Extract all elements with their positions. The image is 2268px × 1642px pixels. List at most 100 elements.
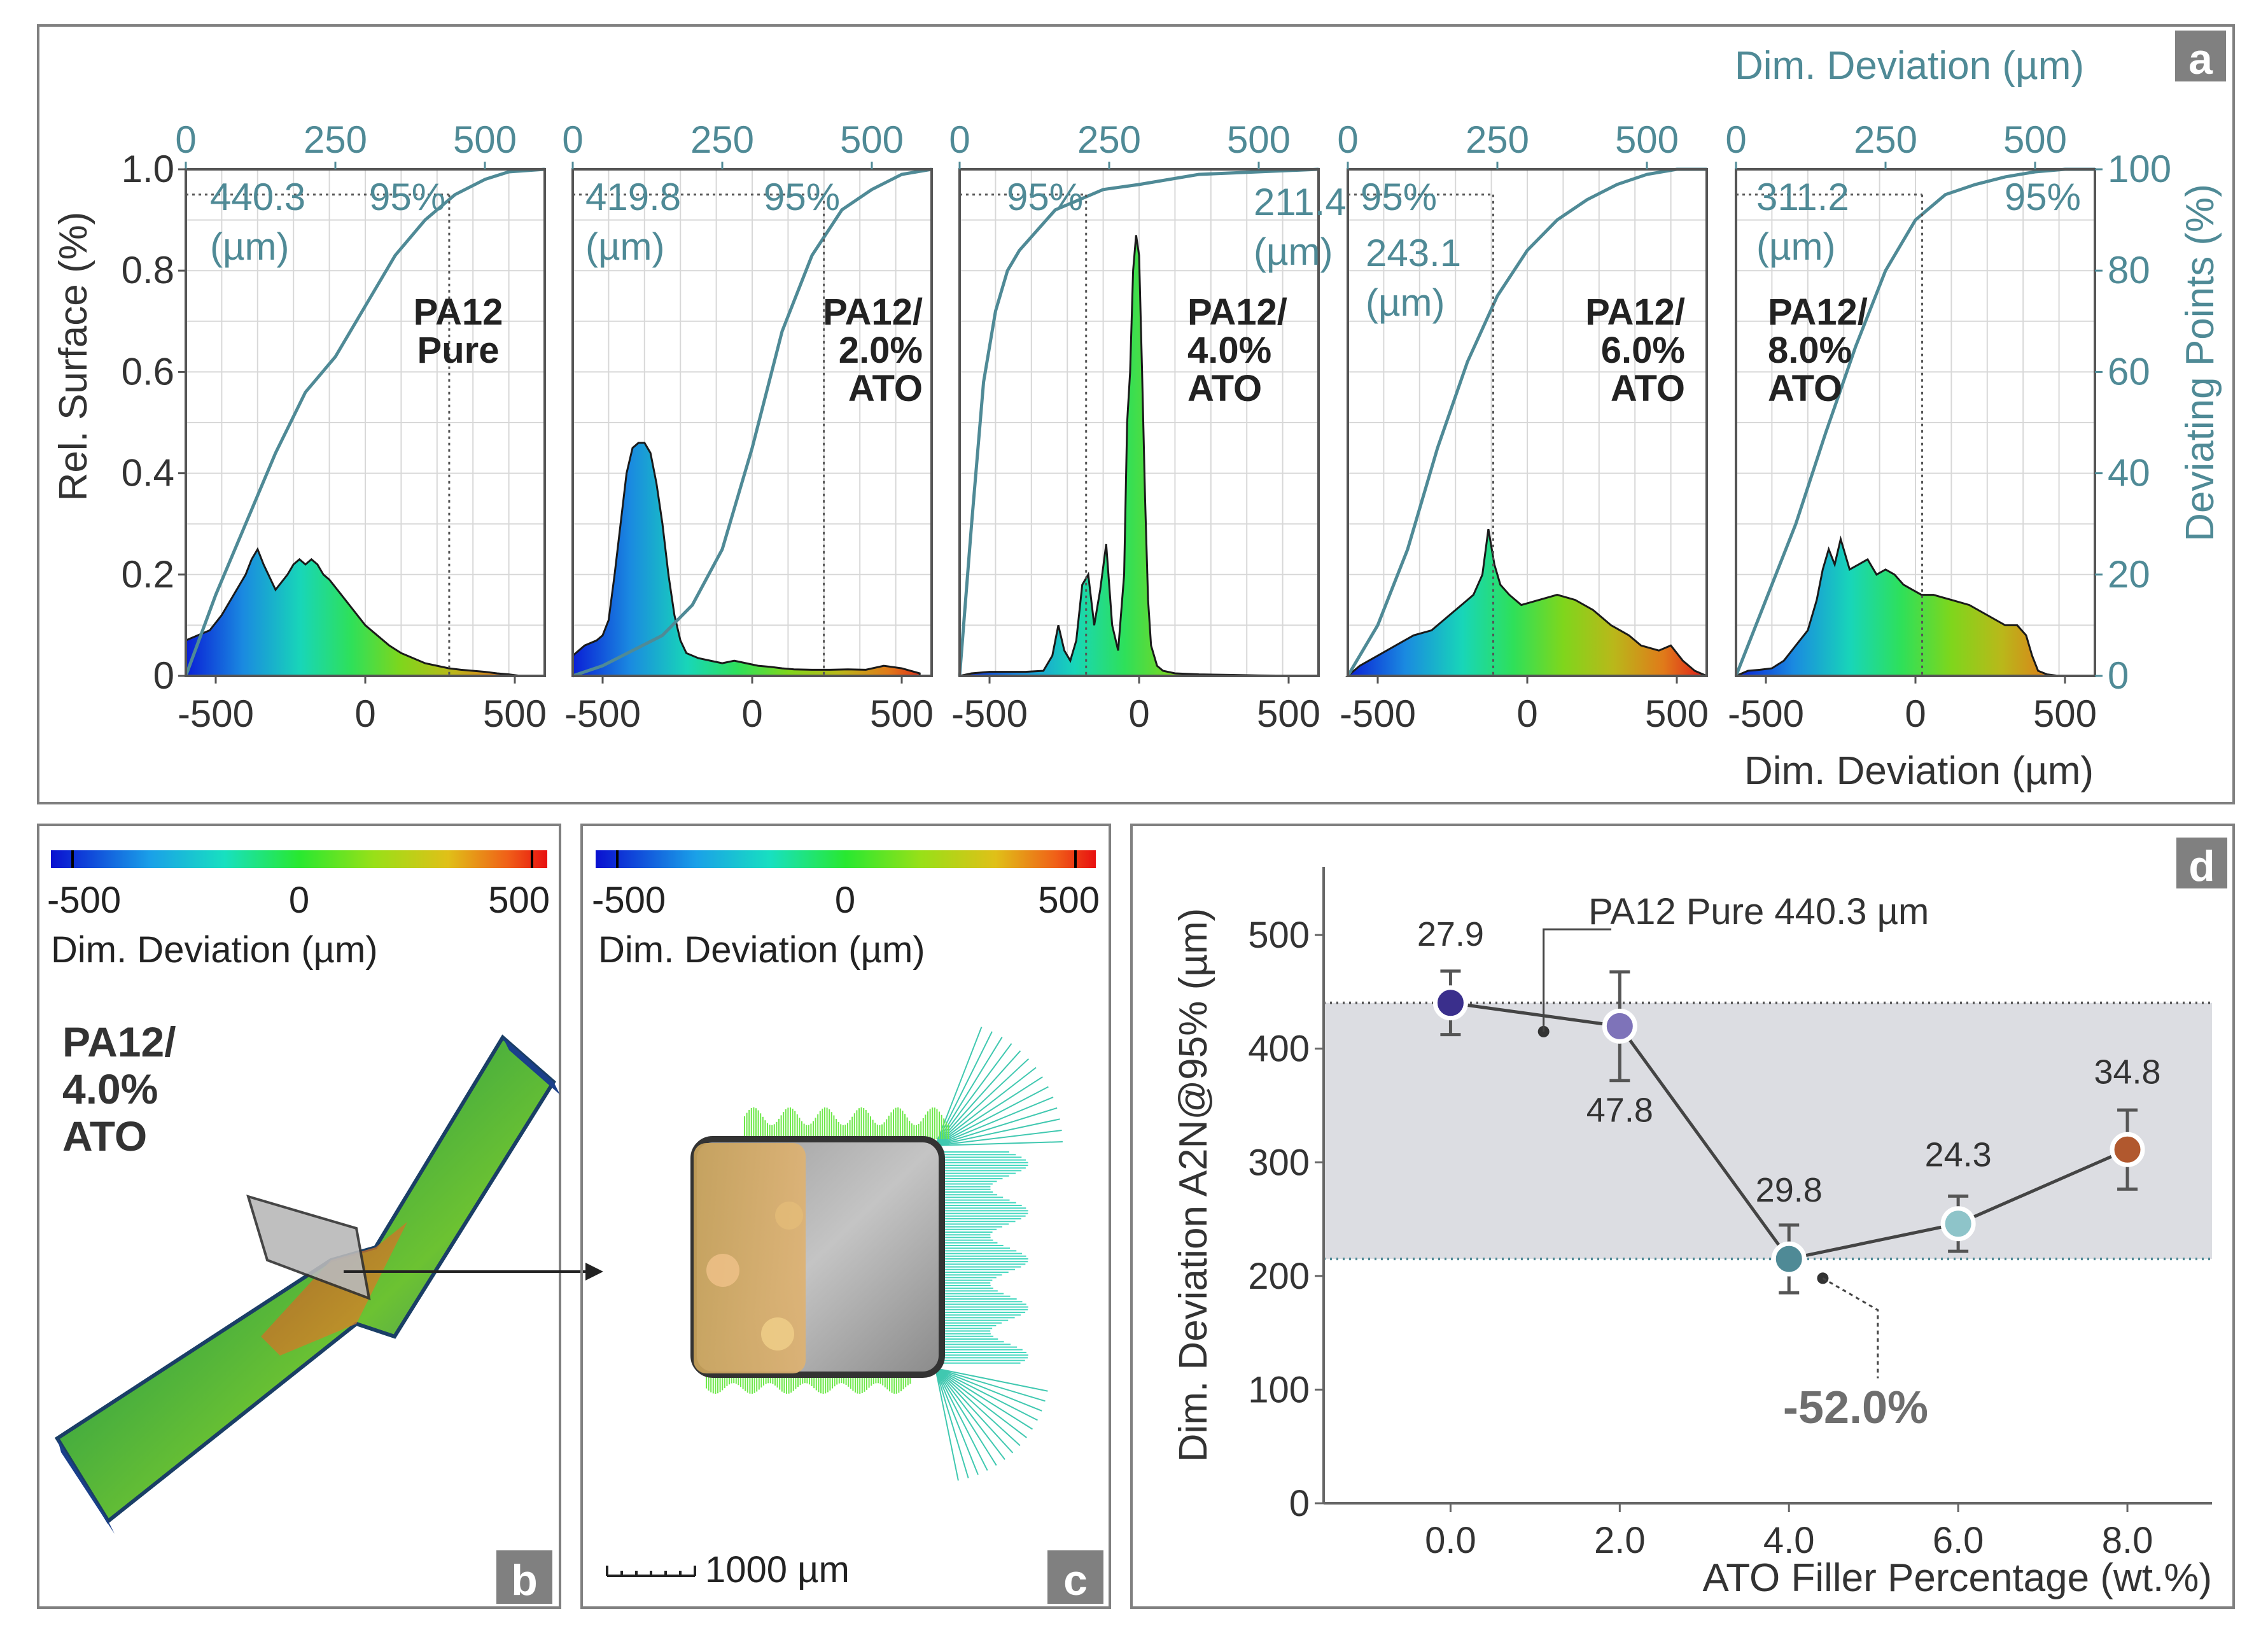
a2n95-unit: (µm) bbox=[585, 225, 665, 268]
panel-b-sample-line2: 4.0% bbox=[62, 1065, 158, 1112]
whisker-line bbox=[935, 1368, 1046, 1402]
whisker-line bbox=[935, 1050, 1021, 1146]
whisker-line bbox=[935, 1368, 988, 1471]
panel-d-reduction-label: -52.0% bbox=[1783, 1382, 1928, 1433]
colorbar-b-tick-max: 500 bbox=[488, 880, 550, 921]
whisker-line bbox=[935, 1037, 1003, 1146]
left-tick-label: 0.4 bbox=[122, 452, 174, 495]
whisker-line bbox=[935, 1067, 1037, 1146]
whisker-line bbox=[935, 1368, 1005, 1460]
a2n95-value: 440.3 bbox=[210, 176, 305, 218]
sample-label: PA12/ bbox=[1187, 291, 1287, 333]
bottom-tick-label: -500 bbox=[178, 692, 254, 735]
colorbar-c-tick-min: -500 bbox=[592, 880, 666, 921]
y-tick-label: 0 bbox=[1289, 1483, 1310, 1524]
panel-d-label: d bbox=[2188, 842, 2215, 890]
panel-a-label-box bbox=[2175, 31, 2226, 81]
left-tick-label: 0.6 bbox=[122, 350, 174, 393]
bottom-tick-label: 500 bbox=[870, 692, 934, 735]
whisker-line bbox=[935, 1368, 969, 1478]
error-label: 24.3 bbox=[1925, 1136, 1992, 1174]
top-tick-label: 0 bbox=[949, 118, 970, 161]
right-axis-title: Deviating Points (%) bbox=[2178, 184, 2222, 542]
right-tick-label: 100 bbox=[2108, 148, 2171, 190]
whisker-line bbox=[935, 1368, 1033, 1430]
histogram-area bbox=[571, 442, 921, 677]
top-tick-label: 250 bbox=[1466, 118, 1529, 161]
right-tick-label: 60 bbox=[2108, 350, 2150, 393]
x-tick-label: 4.0 bbox=[1763, 1520, 1815, 1561]
range-band bbox=[1324, 1002, 2212, 1260]
bottom-tick-label: 0 bbox=[741, 692, 762, 735]
bottom-tick-label: -500 bbox=[951, 692, 1028, 735]
a2n95-unit: (µm) bbox=[210, 225, 290, 268]
panel-d-label-box bbox=[2176, 838, 2227, 888]
left-tick-label: 0.8 bbox=[122, 249, 174, 291]
whisker-line bbox=[935, 1086, 1049, 1146]
cumulative-curve bbox=[958, 167, 1319, 677]
panel-b-sample-line1: PA12/ bbox=[62, 1018, 176, 1065]
bottom-tick-label: -500 bbox=[1728, 692, 1804, 735]
bottom-tick-label: -500 bbox=[564, 692, 641, 735]
sample-label: ATO bbox=[1187, 368, 1262, 409]
histogram-subplot: -500 0 500 0 250 500 311.2 (µm) 95% PA12/8.0%ATO bbox=[1725, 118, 2097, 735]
left-tick-label: 0 bbox=[153, 654, 174, 697]
top-tick-label: 0 bbox=[562, 118, 583, 161]
cumulative-curve bbox=[1346, 167, 1707, 677]
x-tick-label: 2.0 bbox=[1594, 1520, 1646, 1561]
percent-label: 95% bbox=[1361, 176, 1437, 218]
bottom-tick-label: 0 bbox=[1516, 692, 1537, 735]
x-tick-label: 0.0 bbox=[1425, 1520, 1476, 1561]
a2n95-unit: (µm) bbox=[1254, 230, 1333, 273]
sample-label: 6.0% bbox=[1601, 330, 1685, 371]
bottom-tick-label: 500 bbox=[483, 692, 547, 735]
data-point bbox=[1602, 1008, 1637, 1044]
y-tick-label: 300 bbox=[1248, 1142, 1310, 1183]
top-tick-label: 250 bbox=[690, 118, 754, 161]
whisker-line bbox=[935, 1368, 979, 1475]
panel-a-frame bbox=[37, 24, 2235, 804]
top-tick-label: 250 bbox=[304, 118, 367, 161]
reference-pointer-line bbox=[1543, 928, 1612, 1032]
top-tick-label: 0 bbox=[175, 118, 196, 161]
left-tick-label: 1.0 bbox=[122, 148, 174, 190]
panel-d-reference-label: PA12 Pure 440.3 µm bbox=[1588, 891, 1929, 932]
data-point bbox=[1432, 985, 1468, 1021]
cumulative-curve bbox=[572, 167, 932, 678]
histogram-subplot: -500 0 500 0 250 500 419.8 (µm) 95% PA12/2.0%ATO bbox=[562, 118, 934, 735]
top-axis-title: Dim. Deviation (µm) bbox=[1735, 44, 2084, 88]
sample-label: 4.0% bbox=[1187, 330, 1271, 371]
panel-b-label-box bbox=[496, 1550, 552, 1604]
top-tick-label: 0 bbox=[1337, 118, 1358, 161]
y-tick-label: 100 bbox=[1248, 1369, 1310, 1410]
error-label: 29.8 bbox=[1756, 1171, 1823, 1209]
a2n95-value: 243.1 bbox=[1366, 232, 1461, 274]
left-tick-label: 0.2 bbox=[122, 553, 174, 596]
a2n95-value: 311.2 bbox=[1756, 176, 1849, 218]
colorbar-b bbox=[51, 850, 547, 868]
colorbar-c bbox=[596, 850, 1096, 868]
panel-b-sample-line3: ATO bbox=[62, 1112, 147, 1160]
histogram-area bbox=[1345, 528, 1707, 677]
sample-label: PA12 bbox=[414, 291, 503, 333]
panel-d-frame bbox=[1130, 824, 2235, 1609]
sample-label: ATO bbox=[848, 368, 923, 409]
bottom-tick-label: 0 bbox=[1128, 692, 1149, 735]
bottom-tick-label: 500 bbox=[2033, 692, 2097, 735]
whisker-line bbox=[935, 1107, 1058, 1146]
colorbar-b-tick-mid: 0 bbox=[289, 880, 309, 921]
panel-c-frame bbox=[580, 824, 1111, 1609]
sample-label: 2.0% bbox=[839, 330, 923, 371]
y-tick-label: 400 bbox=[1248, 1028, 1310, 1070]
data-point bbox=[1940, 1206, 1976, 1242]
top-tick-label: 0 bbox=[1725, 118, 1746, 161]
sample-label: 8.0% bbox=[1768, 330, 1852, 371]
colorbar-c-tick-mid: 0 bbox=[835, 880, 855, 921]
error-label: 27.9 bbox=[1417, 915, 1484, 953]
sample-label: PA12/ bbox=[823, 291, 923, 333]
whisker-line bbox=[935, 1027, 983, 1146]
